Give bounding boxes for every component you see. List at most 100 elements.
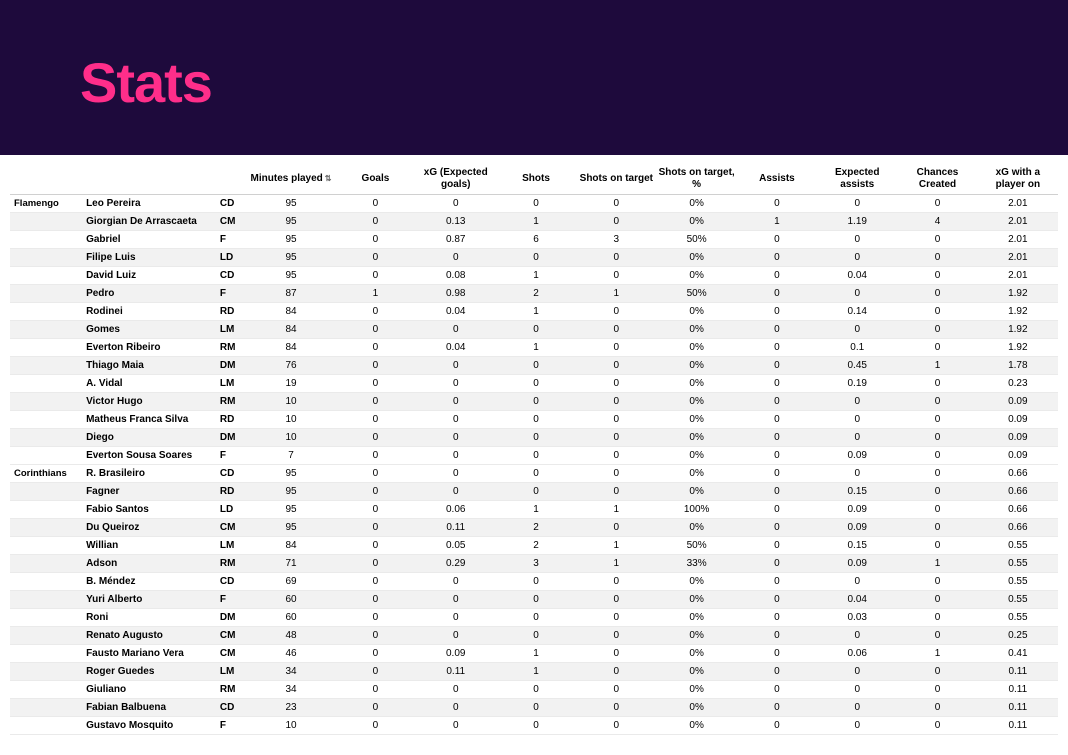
stat-cell-xa: 0	[817, 195, 897, 213]
col-header-assists[interactable]: Assists	[737, 163, 817, 195]
position-cell: RD	[216, 303, 247, 321]
col-header-minutes[interactable]: Minutes played⇅	[247, 163, 336, 195]
stat-cell-xg_on: 1.92	[978, 339, 1058, 357]
stat-cell-xg_on: 2.01	[978, 267, 1058, 285]
stat-cell-assists: 0	[737, 285, 817, 303]
stat-cell-sot_pct: 0%	[656, 357, 736, 375]
stat-cell-sot_pct: 0%	[656, 465, 736, 483]
stat-cell-sot: 1	[576, 285, 656, 303]
col-header-goals[interactable]: Goals	[335, 163, 415, 195]
stat-cell-xg_on: 0.41	[978, 645, 1058, 663]
stat-cell-assists: 0	[737, 303, 817, 321]
stat-cell-xg: 0.29	[416, 555, 496, 573]
stat-cell-goals: 0	[335, 465, 415, 483]
stat-cell-xa: 0.04	[817, 591, 897, 609]
header-row: Minutes played⇅GoalsxG (Expected goals)S…	[10, 163, 1058, 195]
stat-cell-shots: 0	[496, 483, 576, 501]
stat-cell-minutes: 7	[247, 447, 336, 465]
position-cell: CD	[216, 465, 247, 483]
stat-cell-cc: 0	[897, 321, 977, 339]
stat-cell-shots: 1	[496, 645, 576, 663]
stat-cell-shots: 0	[496, 609, 576, 627]
stat-cell-shots: 0	[496, 195, 576, 213]
player-cell: B. Méndez	[82, 573, 216, 591]
stat-cell-shots: 0	[496, 627, 576, 645]
stat-cell-xg_on: 0.66	[978, 465, 1058, 483]
stat-cell-sot: 0	[576, 609, 656, 627]
player-cell: Roni	[82, 609, 216, 627]
stat-cell-goals: 0	[335, 213, 415, 231]
stat-cell-cc: 0	[897, 609, 977, 627]
col-header-shots[interactable]: Shots	[496, 163, 576, 195]
stat-cell-sot: 0	[576, 627, 656, 645]
stat-cell-goals: 0	[335, 609, 415, 627]
stat-cell-goals: 0	[335, 357, 415, 375]
stat-cell-assists: 0	[737, 375, 817, 393]
player-cell: Du Queiroz	[82, 519, 216, 537]
stat-cell-goals: 0	[335, 231, 415, 249]
player-cell: Fabian Balbuena	[82, 699, 216, 717]
stat-cell-sot: 0	[576, 447, 656, 465]
stat-cell-sot: 0	[576, 483, 656, 501]
stat-cell-shots: 0	[496, 465, 576, 483]
stat-cell-sot_pct: 0%	[656, 699, 736, 717]
stat-cell-xa: 0	[817, 663, 897, 681]
col-header-team[interactable]	[10, 163, 82, 195]
table-row: Everton RibeiroRM8400.04100%00.101.92	[10, 339, 1058, 357]
player-cell: Renato Augusto	[82, 627, 216, 645]
stat-cell-assists: 0	[737, 609, 817, 627]
stat-cell-sot_pct: 0%	[656, 645, 736, 663]
player-cell: Gustavo Mosquito	[82, 717, 216, 735]
stat-cell-minutes: 95	[247, 195, 336, 213]
col-header-sot[interactable]: Shots on target	[576, 163, 656, 195]
col-header-cc[interactable]: Chances Created	[897, 163, 977, 195]
stat-cell-cc: 0	[897, 501, 977, 519]
stat-cell-shots: 2	[496, 537, 576, 555]
stat-cell-cc: 0	[897, 375, 977, 393]
stat-cell-shots: 0	[496, 699, 576, 717]
table-row: Gustavo MosquitoF1000000%0000.11	[10, 717, 1058, 735]
stat-cell-shots: 0	[496, 717, 576, 735]
stat-cell-minutes: 95	[247, 519, 336, 537]
stat-cell-xa: 0	[817, 681, 897, 699]
stat-cell-xa: 0.03	[817, 609, 897, 627]
team-cell	[10, 447, 82, 465]
table-row: AdsonRM7100.293133%00.0910.55	[10, 555, 1058, 573]
stat-cell-assists: 0	[737, 573, 817, 591]
stat-cell-assists: 0	[737, 717, 817, 735]
stat-cell-sot: 0	[576, 573, 656, 591]
stat-cell-shots: 1	[496, 213, 576, 231]
player-cell: Everton Ribeiro	[82, 339, 216, 357]
col-header-sot_pct[interactable]: Shots on target, %	[656, 163, 736, 195]
stat-cell-cc: 1	[897, 357, 977, 375]
stat-cell-sot: 0	[576, 681, 656, 699]
table-row: Du QueirozCM9500.11200%00.0900.66	[10, 519, 1058, 537]
stat-cell-xg_on: 2.01	[978, 249, 1058, 267]
col-header-xg[interactable]: xG (Expected goals)	[416, 163, 496, 195]
col-header-xg_on[interactable]: xG with a player on	[978, 163, 1058, 195]
stat-cell-assists: 0	[737, 447, 817, 465]
stat-cell-sot_pct: 0%	[656, 627, 736, 645]
stat-cell-goals: 0	[335, 537, 415, 555]
stat-cell-sot: 0	[576, 321, 656, 339]
table-row: Thiago MaiaDM7600000%00.4511.78	[10, 357, 1058, 375]
stat-cell-cc: 0	[897, 699, 977, 717]
stat-cell-sot_pct: 0%	[656, 609, 736, 627]
col-header-xa[interactable]: Expected assists	[817, 163, 897, 195]
stat-cell-sot_pct: 50%	[656, 537, 736, 555]
position-cell: DM	[216, 609, 247, 627]
stat-cell-xg_on: 2.01	[978, 195, 1058, 213]
col-header-pos[interactable]	[216, 163, 247, 195]
stat-cell-goals: 0	[335, 699, 415, 717]
col-header-player[interactable]	[82, 163, 216, 195]
stat-cell-goals: 0	[335, 429, 415, 447]
stat-cell-shots: 0	[496, 357, 576, 375]
stat-cell-xg: 0	[416, 195, 496, 213]
player-cell: R. Brasileiro	[82, 465, 216, 483]
stat-cell-goals: 0	[335, 303, 415, 321]
stat-cell-cc: 0	[897, 591, 977, 609]
stat-cell-xg_on: 0.23	[978, 375, 1058, 393]
stat-cell-goals: 0	[335, 663, 415, 681]
stat-cell-goals: 0	[335, 681, 415, 699]
stat-cell-minutes: 95	[247, 249, 336, 267]
